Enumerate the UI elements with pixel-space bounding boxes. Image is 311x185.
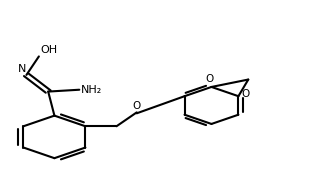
- Text: OH: OH: [40, 45, 58, 55]
- Text: O: O: [242, 89, 250, 99]
- Text: O: O: [206, 74, 214, 84]
- Text: NH₂: NH₂: [81, 85, 102, 95]
- Text: N: N: [18, 64, 26, 74]
- Text: O: O: [132, 101, 141, 111]
